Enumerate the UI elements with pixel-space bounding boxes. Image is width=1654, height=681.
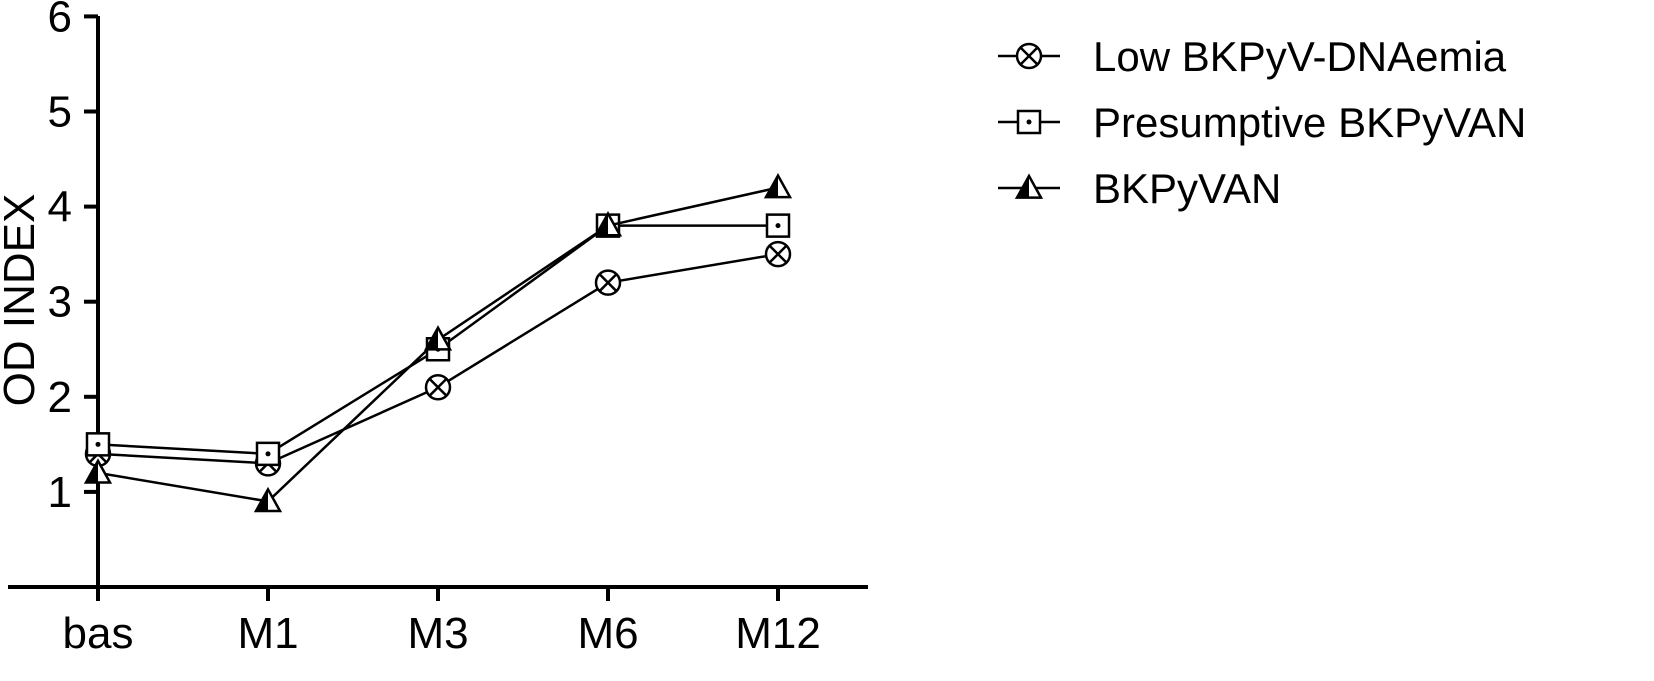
legend-label: Presumptive BKPyVAN bbox=[1093, 99, 1526, 146]
y-axis-title: OD INDEX bbox=[0, 194, 44, 407]
x-tick-label: M6 bbox=[577, 609, 638, 658]
y-ticks: 1 2 3 4 5 6 bbox=[48, 0, 98, 517]
x-tick-label: M12 bbox=[735, 609, 821, 658]
legend-marker bbox=[1014, 173, 1044, 199]
data-point bbox=[85, 432, 111, 457]
series-3 bbox=[83, 173, 793, 513]
data-point bbox=[593, 211, 623, 237]
legend-item: BKPyVAN bbox=[998, 165, 1281, 212]
data-point bbox=[594, 269, 622, 296]
legend-label: BKPyVAN bbox=[1093, 165, 1281, 212]
x-tick-label: M1 bbox=[237, 609, 298, 658]
y-tick-label: 2 bbox=[48, 373, 72, 422]
data-point bbox=[423, 325, 453, 351]
series-layer bbox=[83, 173, 793, 513]
legend-item: Presumptive BKPyVAN bbox=[998, 99, 1526, 146]
legend: Low BKPyV-DNAemia Presumptive BKPyVAN BKPy… bbox=[998, 33, 1526, 212]
legend-label: Low BKPyV-DNAemia bbox=[1093, 33, 1507, 80]
legend-marker bbox=[1016, 109, 1042, 135]
legend-marker bbox=[1015, 42, 1043, 70]
data-point bbox=[763, 173, 793, 199]
data-point bbox=[424, 374, 452, 401]
chart-axes: 1 2 3 4 5 6 bas M1 M3 M6 M12 bbox=[8, 0, 868, 658]
y-tick-label: 1 bbox=[48, 468, 72, 517]
data-point bbox=[765, 213, 791, 238]
legend-item: Low BKPyV-DNAemia bbox=[998, 33, 1507, 80]
data-point bbox=[255, 441, 281, 467]
x-ticks: bas M1 M3 M6 M12 bbox=[63, 587, 821, 658]
data-point bbox=[764, 240, 792, 268]
x-tick-label: bas bbox=[63, 609, 134, 658]
data-point bbox=[83, 458, 113, 484]
x-tick-label: M3 bbox=[407, 609, 468, 658]
y-tick-label: 6 bbox=[48, 0, 72, 41]
y-tick-label: 5 bbox=[48, 88, 72, 137]
y-tick-label: 3 bbox=[48, 278, 72, 327]
y-tick-label: 4 bbox=[48, 183, 72, 232]
data-point bbox=[253, 486, 283, 513]
